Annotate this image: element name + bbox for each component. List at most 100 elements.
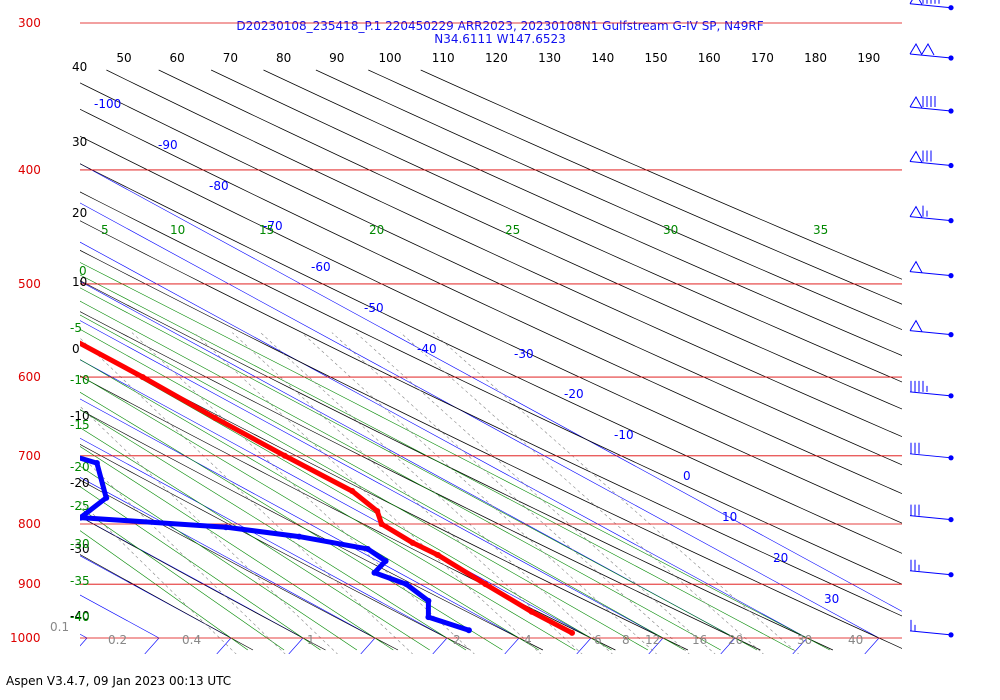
temperature-point bbox=[374, 508, 381, 515]
top-scale-label: 180 bbox=[804, 51, 827, 65]
moist-adiabat-label: 35 bbox=[813, 223, 828, 237]
isotherm-line bbox=[80, 437, 448, 639]
wind-barb bbox=[909, 260, 954, 279]
wind-barb-staff bbox=[909, 106, 952, 112]
dewpoint-point bbox=[0, 391, 2, 397]
isobar-lines bbox=[80, 22, 902, 639]
moist-scale-label: -30 bbox=[70, 537, 90, 551]
left-scale-label: 20 bbox=[72, 206, 87, 220]
top-scale-label: 70 bbox=[223, 51, 238, 65]
isotherm-label: -10 bbox=[614, 428, 634, 442]
mixing-ratio-line bbox=[80, 337, 414, 654]
moist-adiabat-line bbox=[80, 314, 685, 651]
wind-barb bbox=[909, 559, 954, 578]
pressure-label: 800 bbox=[18, 517, 41, 531]
sounding-traces bbox=[0, 330, 576, 636]
top-scale-label: 150 bbox=[645, 51, 668, 65]
moist-adiabat-label: 20 bbox=[369, 223, 384, 237]
dry-adiabat-line bbox=[315, 69, 902, 331]
dry-adiabat-line bbox=[80, 108, 902, 495]
axis-labels: 100-110200300400500600700800900100050607… bbox=[10, 16, 880, 647]
temperature-point bbox=[139, 374, 146, 381]
moist-adiabat-label: 15 bbox=[259, 223, 274, 237]
dry-adiabat-line bbox=[80, 516, 326, 651]
mixing-ratio-label: 0.4 bbox=[182, 633, 201, 647]
wind-barb-pennant bbox=[909, 150, 923, 163]
mixing-ratio-label: 6 bbox=[594, 633, 602, 647]
dry-adiabat-line bbox=[368, 69, 902, 305]
isotherm-line bbox=[80, 477, 376, 639]
mixing-ratio-line bbox=[260, 332, 613, 654]
wind-barb bbox=[909, 0, 954, 11]
isotherm-line bbox=[80, 637, 88, 647]
wind-barb bbox=[909, 95, 954, 114]
temperature-point bbox=[569, 629, 576, 636]
dry-adiabat-line bbox=[80, 554, 254, 651]
mixing-ratio-label: 0.1 bbox=[50, 620, 69, 634]
isotherm-label: -30 bbox=[514, 347, 534, 361]
moist-adiabat-line bbox=[80, 359, 576, 651]
left-scale-label: 0 bbox=[72, 342, 80, 356]
isotherm-label: -70 bbox=[263, 219, 283, 233]
dewpoint-trace bbox=[80, 455, 472, 633]
isotherm-line bbox=[360, 637, 376, 654]
moist-scale-label: -5 bbox=[70, 321, 82, 335]
pressure-label: 900 bbox=[18, 577, 41, 591]
temperature-point bbox=[528, 608, 535, 615]
dry-adiabat-line bbox=[80, 82, 902, 466]
moist-adiabat-label: 30 bbox=[663, 223, 678, 237]
top-scale-label: 50 bbox=[116, 51, 131, 65]
mixing-ratio-label: 1 bbox=[307, 633, 315, 647]
left-scale-label: 40 bbox=[72, 60, 87, 74]
moist-scale-label: -35 bbox=[70, 574, 90, 588]
temperature-point bbox=[57, 330, 63, 336]
wind-barb-dot bbox=[948, 393, 954, 399]
left-scale-label: -20 bbox=[70, 476, 90, 490]
wind-barb-pennant bbox=[909, 95, 923, 109]
temperature-point bbox=[349, 488, 356, 495]
isotherm-line bbox=[80, 202, 880, 639]
mixing-ratio-line bbox=[301, 332, 658, 654]
wind-barb-staff bbox=[909, 216, 952, 222]
dry-adiabat-line bbox=[80, 249, 902, 649]
wind-barb bbox=[909, 442, 954, 461]
isotherm-line bbox=[0, 68, 15, 638]
mixing-ratio-label: 20 bbox=[728, 633, 743, 647]
left-scale-label: 10 bbox=[72, 275, 87, 289]
wind-barb-dot bbox=[948, 516, 954, 523]
background-lines bbox=[0, 68, 951, 654]
top-scale-label: 160 bbox=[698, 51, 721, 65]
dewpoint-point bbox=[93, 460, 100, 467]
isotherm-line bbox=[937, 638, 951, 654]
pressure-label: 400 bbox=[18, 163, 41, 177]
isotherm-line bbox=[80, 241, 808, 639]
wind-barb-staff bbox=[909, 330, 952, 336]
dewpoint-point bbox=[425, 614, 432, 621]
moist-scale-label: -40 bbox=[70, 610, 90, 624]
isotherm-label: 10 bbox=[722, 510, 737, 524]
temperature-point bbox=[378, 521, 385, 528]
wind-barb-pennant bbox=[921, 42, 935, 56]
wind-barb-staff bbox=[909, 453, 952, 459]
wind-barb-staff bbox=[909, 630, 952, 636]
dry-adiabat-line bbox=[80, 163, 902, 554]
dry-adiabat-line bbox=[80, 409, 544, 651]
isotherm-line bbox=[648, 637, 664, 654]
moist-adiabat-line bbox=[80, 328, 649, 651]
isotherm-line bbox=[576, 637, 592, 654]
wind-barb bbox=[909, 619, 954, 638]
moist-scale-label: -15 bbox=[70, 418, 90, 432]
wind-barb-dot bbox=[948, 108, 954, 114]
isotherm-line bbox=[144, 637, 160, 654]
isotherm-label: -60 bbox=[311, 260, 331, 274]
pressure-label: 600 bbox=[18, 370, 41, 384]
isotherm-label: -20 bbox=[564, 387, 584, 401]
wind-barb-staff bbox=[909, 391, 952, 397]
mixing-ratio-line bbox=[400, 332, 764, 654]
wind-barb-staff bbox=[909, 515, 952, 521]
isotherm-line bbox=[792, 637, 808, 654]
isotherm-line bbox=[80, 163, 902, 612]
dry-adiabat-line bbox=[80, 220, 902, 617]
isotherm-line bbox=[720, 637, 736, 654]
pressure-label: 1000 bbox=[10, 631, 41, 645]
